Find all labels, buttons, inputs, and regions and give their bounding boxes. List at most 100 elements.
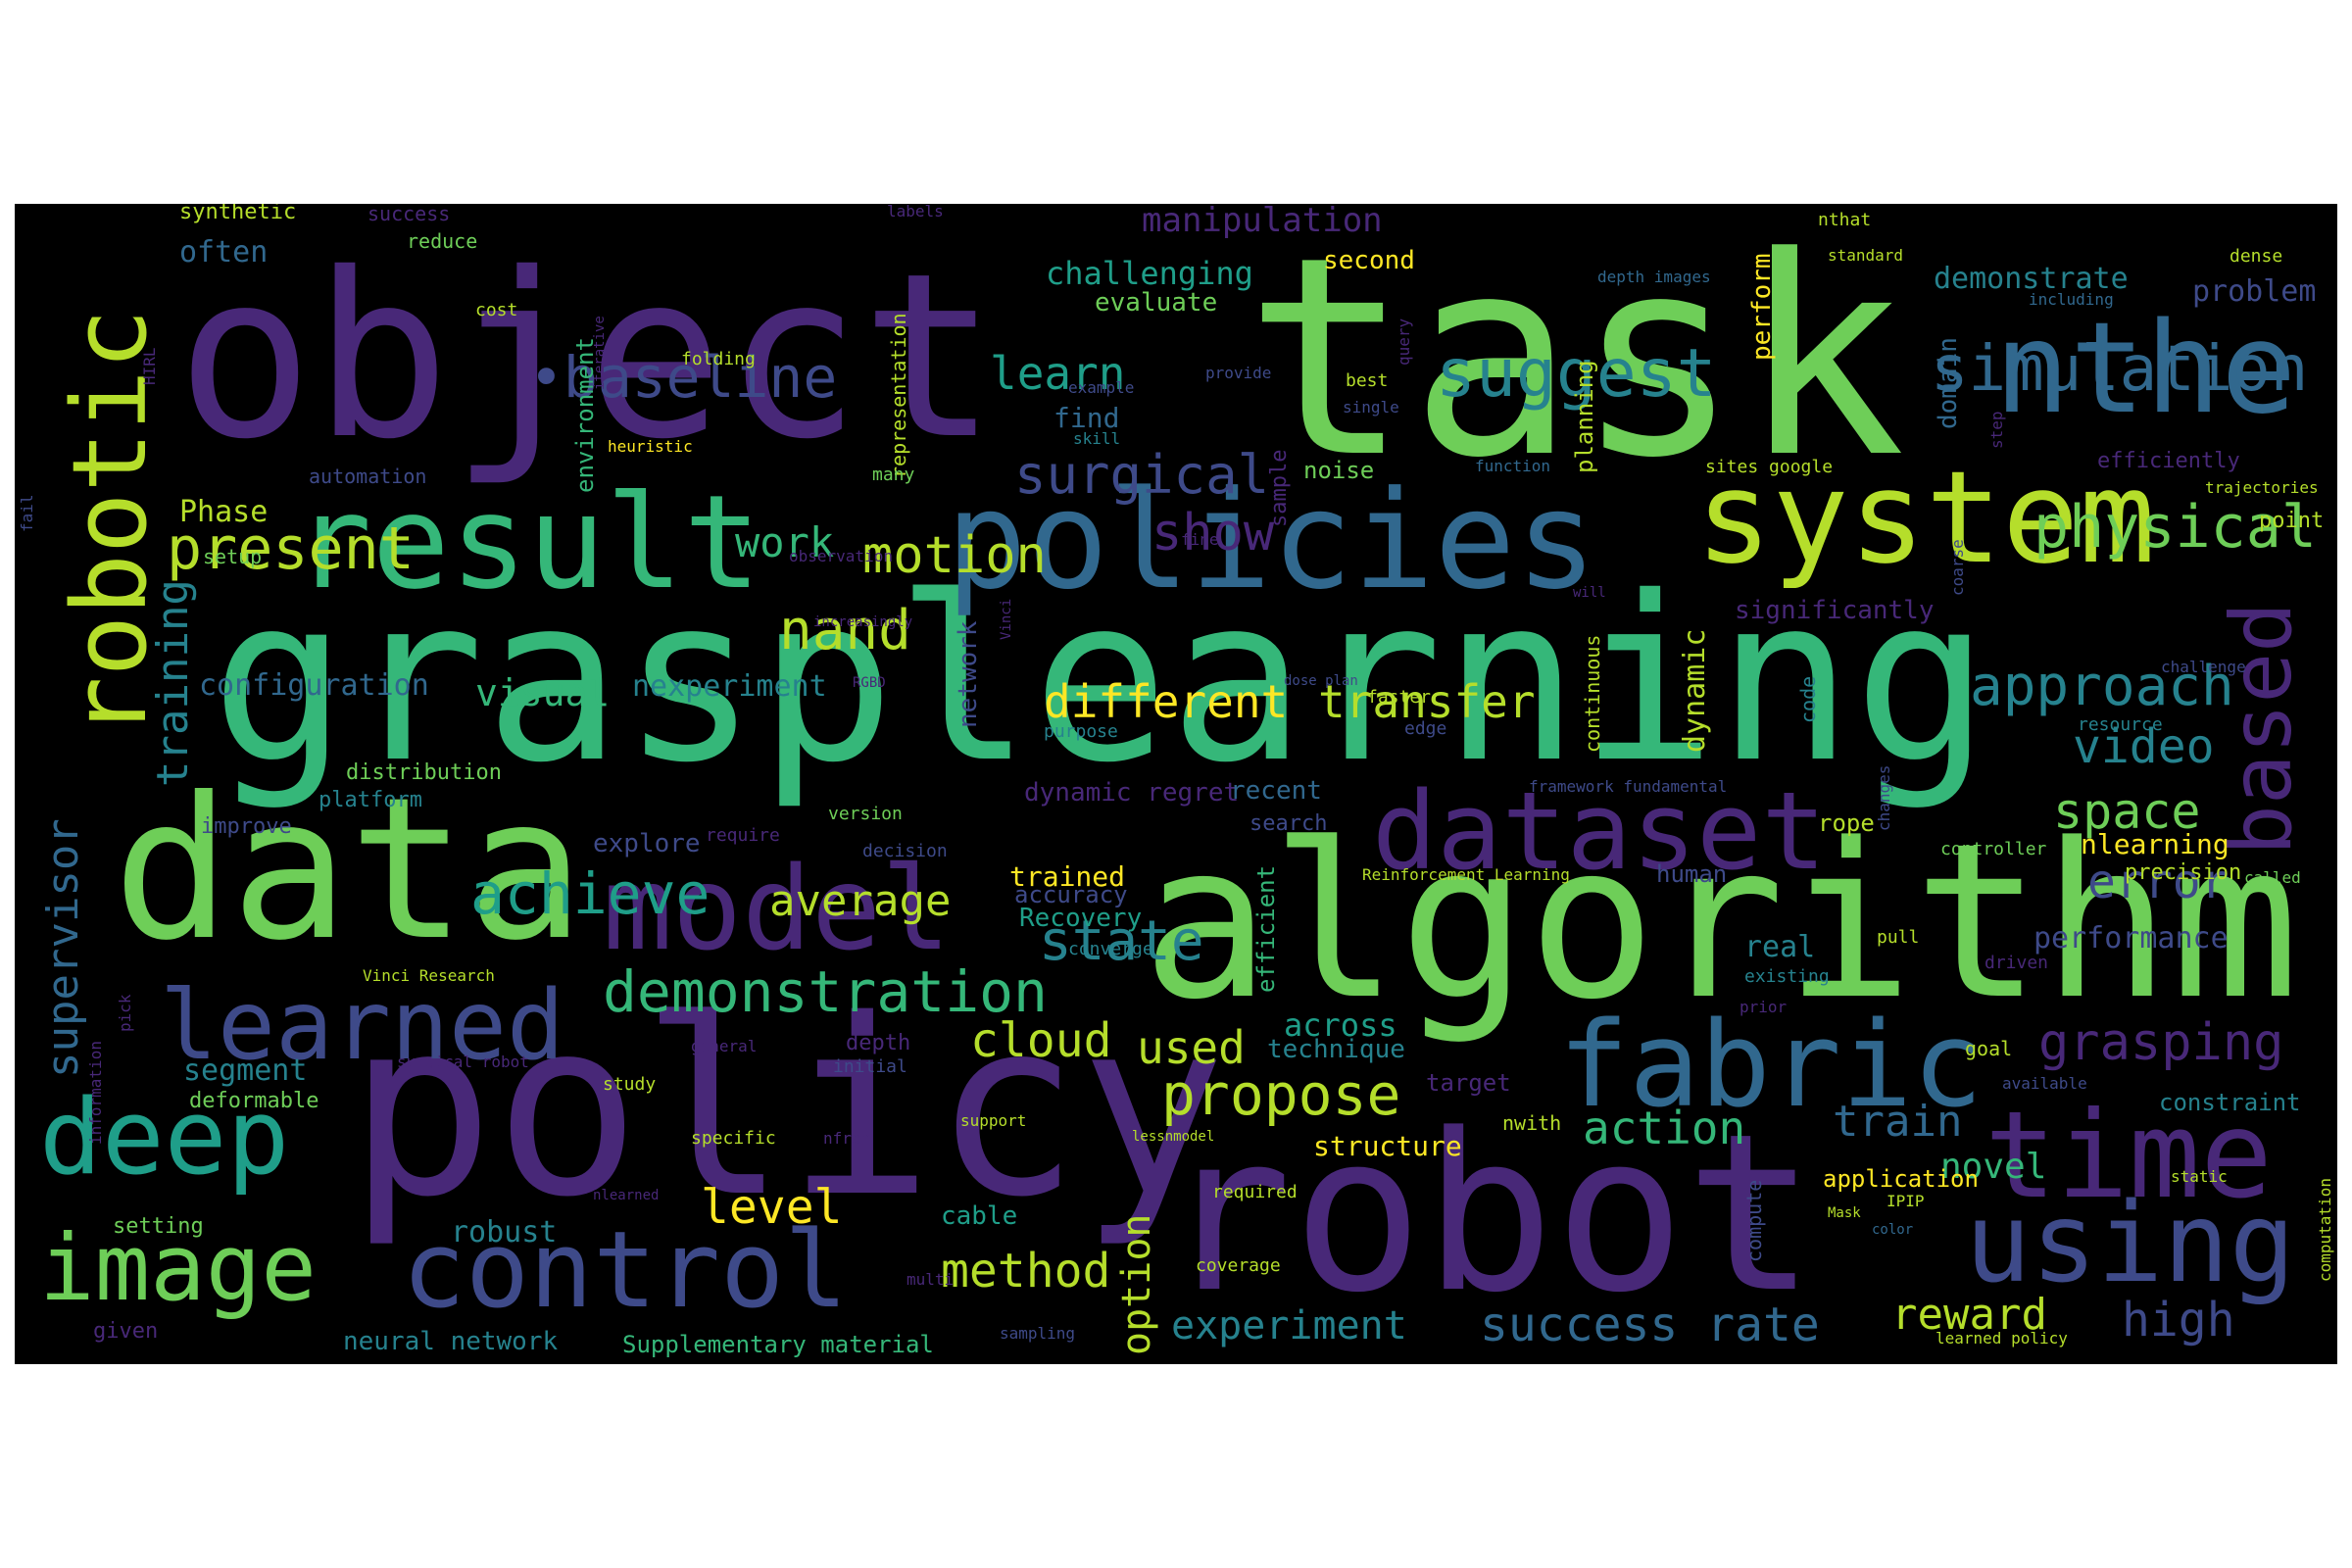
word-distribution: distribution <box>346 760 502 785</box>
word-constraint: constraint <box>2159 1089 2301 1116</box>
word-nand: nand <box>779 599 911 662</box>
word-policies: policies <box>946 462 1597 619</box>
word-query: query <box>1395 318 1413 366</box>
word-continuous: continuous <box>1581 634 1604 753</box>
word-network: network <box>954 620 983 728</box>
word-fabric: fabric <box>1558 998 1984 1134</box>
word-structure: structure <box>1313 1130 1462 1162</box>
word-dataset: dataset <box>1372 768 1827 894</box>
word-study: study <box>603 1074 657 1095</box>
word-will: will <box>1573 585 1606 601</box>
word-task: task <box>1245 204 1906 518</box>
word-dynamic-regret: dynamic regret <box>1024 778 1240 808</box>
word-learned: learned <box>160 970 565 1082</box>
word-control: control <box>402 1209 849 1332</box>
word-dynamic: dynamic <box>1678 628 1712 753</box>
word-supplementary-material: Supplementary material <box>622 1331 934 1358</box>
word-reinforcement-learning: Reinforcement Learning <box>1362 865 1570 884</box>
word-configuration: configuration <box>199 668 429 703</box>
word-skill: skill <box>1073 429 1121 448</box>
word-static: static <box>2171 1167 2228 1186</box>
word-framework-fundamental: framework fundamental <box>1529 777 1728 796</box>
word-nlearned: nlearned <box>593 1188 660 1203</box>
word-nwith: nwith <box>1502 1111 1562 1135</box>
word-reduce: reduce <box>407 229 478 253</box>
word-segment: segment <box>183 1054 308 1088</box>
word-deep: deep <box>39 1077 290 1198</box>
word-state: state <box>1039 909 1204 973</box>
word-time: time <box>1984 1086 2273 1225</box>
word-best: best <box>1346 370 1389 391</box>
word-pull: pull <box>1877 927 1920 948</box>
word-observation: observation <box>789 547 893 565</box>
word-novel: novel <box>1940 1147 2047 1187</box>
word-video: video <box>2073 719 2215 774</box>
word-search: search <box>1250 811 1328 836</box>
word-algorithm: algorithm <box>1142 799 2300 1047</box>
word-require: require <box>706 825 780 846</box>
word-high: high <box>2122 1293 2235 1348</box>
word-sites-google: sites google <box>1705 457 1834 477</box>
word-precision: precision <box>2125 860 2242 885</box>
word-trajectories: trajectories <box>2205 478 2319 497</box>
word-cloud: cloud <box>970 1013 1112 1068</box>
word-manipulation: manipulation <box>1142 204 1383 240</box>
word-problem: problem <box>2192 274 2317 309</box>
word-noise: noise <box>1303 457 1375 484</box>
word-robot: robot <box>1161 1088 1817 1341</box>
word-color: color <box>1872 1222 1914 1238</box>
word-function: function <box>1475 457 1551 475</box>
word-driven: driven <box>1984 953 2049 973</box>
word-specific: specific <box>691 1128 776 1149</box>
word-recovery: Recovery <box>1019 904 1143 933</box>
word-often: often <box>179 235 269 270</box>
word-result: result <box>294 467 761 618</box>
word-learned-policy: learned policy <box>1936 1329 2068 1348</box>
word-computation: computation <box>2316 1178 2334 1282</box>
word-accuracy: accuracy <box>1014 881 1128 908</box>
word-sampling: sampling <box>1000 1324 1076 1343</box>
word-ipip: IPIP <box>1886 1192 1925 1210</box>
word-hirl: HIRL <box>140 347 159 385</box>
word-success: success <box>368 204 451 225</box>
word-improve: improve <box>201 814 292 839</box>
word-evaluate: evaluate <box>1095 288 1218 318</box>
word-lessnmodel: lessnmodel <box>1132 1129 1215 1145</box>
word-across: across <box>1284 1006 1397 1044</box>
word-training: training <box>148 579 198 787</box>
word-decision: decision <box>862 841 948 861</box>
word-propose: propose <box>1161 1061 1401 1128</box>
word-synthetic: synthetic <box>179 204 297 224</box>
word-required: required <box>1212 1182 1298 1202</box>
word-nfrom: nfrom <box>823 1129 871 1148</box>
word-initial: initial <box>833 1056 907 1077</box>
word-model: model <box>603 841 952 976</box>
word-grasping: grasping <box>2038 1013 2284 1072</box>
word-space: space <box>2053 783 2201 840</box>
word-explore: explore <box>593 829 701 858</box>
word-train: train <box>1833 1097 1963 1147</box>
word-application: application <box>1823 1165 1979 1193</box>
word-using: using <box>1965 1180 2296 1307</box>
word-standard: standard <box>1828 246 1904 265</box>
word-coverage: coverage <box>1196 1255 1281 1276</box>
word-technique: technique <box>1267 1035 1405 1064</box>
word-object: object <box>176 224 999 489</box>
word-robust: robust <box>451 1215 558 1250</box>
word-supervisor: supervisor <box>38 818 88 1078</box>
word-resource: resource <box>2078 714 2163 735</box>
word-simulation: simulation <box>1931 333 2309 406</box>
word-image: image <box>39 1215 317 1322</box>
word-success-rate: success rate <box>1480 1298 1820 1352</box>
word-suggest: suggest <box>1436 335 1717 413</box>
word-visual: visual <box>475 671 611 714</box>
word-grasplearning: grasplearning <box>211 548 1990 812</box>
word-compute: compute <box>1742 1179 1766 1262</box>
word-platform: platform <box>318 788 422 812</box>
word-error: error <box>2087 855 2230 909</box>
word-second: second <box>1323 246 1415 275</box>
word-perform: perform <box>1747 253 1777 361</box>
word-average: average <box>769 876 952 926</box>
word-demonstration: demonstration <box>603 958 1048 1025</box>
word-mask: Mask <box>1828 1205 1861 1221</box>
